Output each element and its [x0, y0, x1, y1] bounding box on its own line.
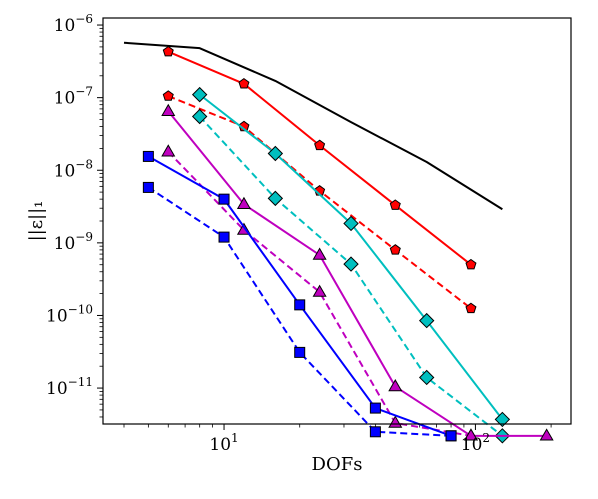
series-3	[191, 86, 511, 428]
diamond-marker	[418, 369, 435, 386]
triangle-marker	[236, 196, 251, 209]
series-line	[147, 186, 452, 437]
triangle-marker	[312, 284, 327, 297]
minor-ticks	[99, 27, 552, 428]
y-tick-label: 10−6	[54, 12, 93, 36]
series-line	[167, 110, 547, 437]
y-tick-label: 10−8	[54, 157, 93, 181]
series-7	[142, 150, 457, 442]
square-marker	[294, 299, 306, 311]
series-line	[123, 41, 503, 211]
triangle-marker	[312, 247, 327, 260]
square-marker	[369, 402, 381, 414]
series-8	[142, 181, 457, 442]
triangle-marker	[388, 379, 403, 392]
square-marker	[445, 430, 457, 442]
square-marker	[294, 346, 306, 358]
triangle-marker	[161, 144, 176, 157]
x-tick-label: 102	[461, 431, 490, 455]
series-0	[123, 41, 503, 211]
pentagon-marker	[389, 244, 401, 255]
x-tick-label: 101	[209, 431, 238, 455]
pentagon-marker	[465, 302, 477, 314]
triangle-marker	[161, 103, 176, 116]
pentagon-marker	[162, 45, 174, 57]
series-line	[167, 50, 472, 266]
series-layer	[123, 41, 554, 444]
diamond-marker	[343, 215, 359, 232]
square-marker	[369, 426, 381, 438]
diamond-marker	[267, 145, 284, 162]
square-marker	[218, 231, 230, 243]
square-marker	[142, 181, 154, 193]
pentagon-marker	[314, 139, 326, 151]
plot-frame	[102, 17, 572, 425]
diamond-marker	[191, 108, 208, 125]
series-5	[161, 103, 554, 441]
pentagon-marker	[238, 78, 250, 89]
series-1	[162, 45, 477, 270]
diamond-marker	[418, 312, 435, 329]
y-axis-label: ||ε||₁	[26, 201, 47, 242]
x-axis-label: DOFs	[312, 454, 363, 475]
triangle-marker	[388, 415, 403, 428]
series-2	[162, 90, 477, 314]
square-marker	[142, 150, 154, 162]
diamond-marker	[494, 411, 511, 428]
pentagon-marker	[162, 90, 174, 101]
y-tick-label: 10−10	[46, 302, 93, 326]
series-4	[191, 108, 511, 444]
pentagon-marker	[389, 199, 401, 210]
series-line	[167, 95, 472, 310]
y-tick-label: 10−11	[46, 375, 93, 399]
diamond-marker	[343, 256, 359, 272]
pentagon-marker	[465, 258, 477, 270]
diamond-marker	[267, 190, 284, 207]
series-line	[198, 115, 503, 437]
y-tick-label: 10−7	[54, 85, 93, 109]
diamond-marker	[191, 86, 208, 103]
square-marker	[218, 193, 230, 205]
triangle-marker	[463, 428, 479, 441]
major-ticks: 101 102 10−6 10−7 10−8 10−9 10−10 10−11	[46, 12, 490, 455]
triangle-marker	[539, 428, 554, 441]
y-tick-label: 10−9	[54, 230, 93, 254]
